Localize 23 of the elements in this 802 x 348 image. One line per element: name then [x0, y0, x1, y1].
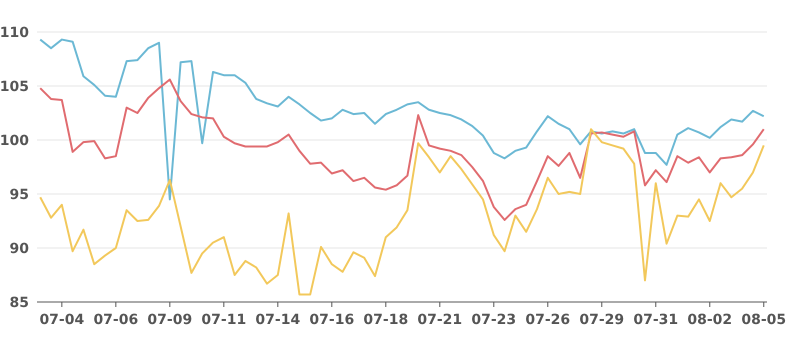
y-tick-label: 90: [10, 240, 30, 257]
x-tick-label: 07-31: [633, 312, 678, 328]
x-tick-label: 07-23: [471, 312, 516, 328]
x-tick-label: 08-02: [687, 312, 732, 328]
x-tick-label: 07-04: [39, 312, 84, 328]
x-tick-label: 07-14: [255, 312, 300, 328]
y-tick-label: 85: [10, 294, 29, 311]
y-tick-label: 105: [0, 78, 29, 95]
x-tick-label: 07-11: [201, 312, 246, 328]
x-tick-label: 07-26: [525, 312, 570, 328]
x-tick-label: 07-06: [93, 312, 138, 328]
x-tick-label: 07-29: [579, 312, 624, 328]
y-tick-label: 100: [0, 132, 30, 149]
x-tick-label: 07-21: [417, 312, 462, 328]
line-series: [39, 78, 765, 221]
y-tick-label: 95: [10, 186, 29, 203]
x-tick-label: 07-09: [147, 312, 192, 328]
y-tick-label: 110: [0, 24, 30, 41]
line-series: [39, 128, 765, 296]
x-tick-label: 08-05: [741, 312, 786, 328]
x-tick-label: 07-18: [363, 312, 408, 328]
x-tick-label: 07-16: [309, 312, 354, 328]
line-series: [39, 38, 765, 200]
